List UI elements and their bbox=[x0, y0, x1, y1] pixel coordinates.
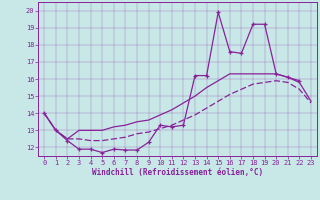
X-axis label: Windchill (Refroidissement éolien,°C): Windchill (Refroidissement éolien,°C) bbox=[92, 168, 263, 177]
